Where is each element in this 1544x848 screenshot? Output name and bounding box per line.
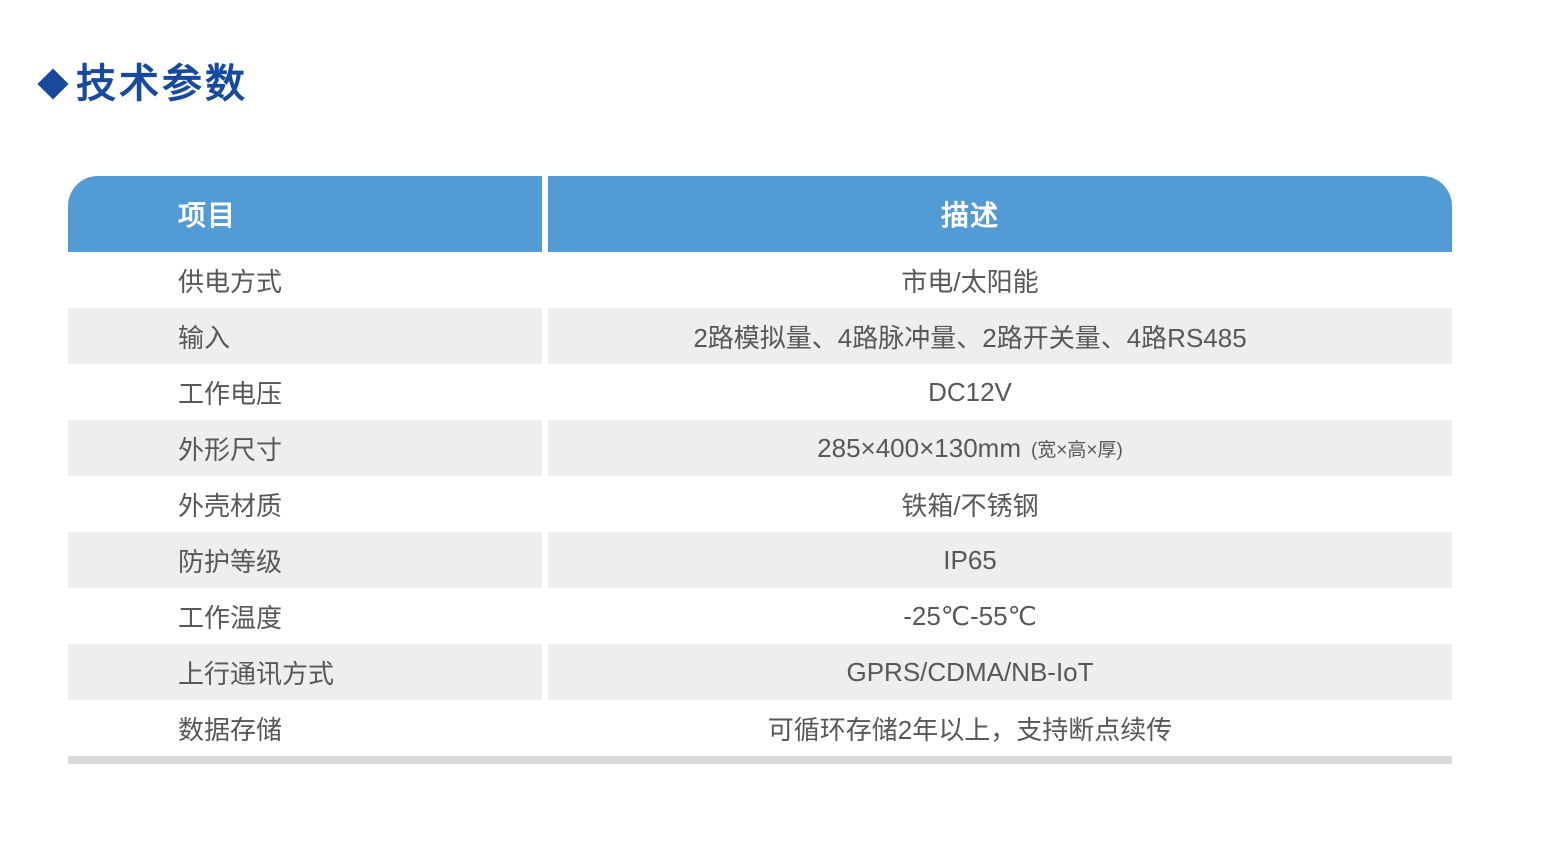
table-row: 工作电压 DC12V bbox=[68, 364, 1452, 420]
column-divider bbox=[542, 700, 548, 756]
spec-value: 285×400×130mm (宽×高×厚) bbox=[548, 420, 1452, 476]
table-row: 外形尺寸 285×400×130mm (宽×高×厚) bbox=[68, 420, 1452, 476]
column-divider bbox=[542, 476, 548, 532]
column-divider bbox=[542, 420, 548, 476]
spec-label: 工作电压 bbox=[68, 364, 542, 420]
spec-value: 2路模拟量、4路脉冲量、2路开关量、4路RS485 bbox=[548, 308, 1452, 364]
column-header-item: 项目 bbox=[68, 176, 542, 252]
spec-label: 防护等级 bbox=[68, 532, 542, 588]
title-section: 技术参数 bbox=[37, 62, 248, 106]
table-row: 外壳材质 铁箱/不锈钢 bbox=[68, 476, 1452, 532]
column-divider bbox=[542, 176, 548, 252]
spec-label: 输入 bbox=[68, 308, 542, 364]
table-row: 输入 2路模拟量、4路脉冲量、2路开关量、4路RS485 bbox=[68, 308, 1452, 364]
table-row: 供电方式 市电/太阳能 bbox=[68, 252, 1452, 308]
spec-label: 数据存储 bbox=[68, 700, 542, 756]
table-row: 防护等级 IP65 bbox=[68, 532, 1452, 588]
spec-value: -25℃-55℃ bbox=[548, 588, 1452, 644]
spec-value-text: DC12V bbox=[928, 376, 1012, 407]
spec-value-text: GPRS/CDMA/NB-IoT bbox=[846, 656, 1094, 687]
spec-value-text: 市电/太阳能 bbox=[901, 266, 1039, 297]
column-header-description: 描述 bbox=[548, 176, 1452, 252]
spec-value: IP65 bbox=[548, 532, 1452, 588]
column-divider bbox=[542, 532, 548, 588]
column-divider bbox=[542, 308, 548, 364]
spec-value-note: (宽×高×厚) bbox=[1030, 439, 1123, 461]
specs-table: 项目 描述 供电方式 市电/太阳能 输入 2路模拟量、4路脉冲量、2路开关量、4… bbox=[68, 176, 1452, 764]
spec-value-text: 285×400×130mm bbox=[817, 432, 1021, 463]
spec-value-text: 铁箱/不锈钢 bbox=[901, 490, 1039, 521]
spec-label: 供电方式 bbox=[68, 252, 542, 308]
spec-value: GPRS/CDMA/NB-IoT bbox=[548, 644, 1452, 700]
page-title: 技术参数 bbox=[76, 62, 248, 106]
spec-label: 外形尺寸 bbox=[68, 420, 542, 476]
column-divider bbox=[542, 644, 548, 700]
column-divider bbox=[542, 588, 548, 644]
table-header-row: 项目 描述 bbox=[68, 176, 1452, 252]
table-row: 数据存储 可循环存储2年以上，支持断点续传 bbox=[68, 700, 1452, 756]
spec-value: 可循环存储2年以上，支持断点续传 bbox=[548, 700, 1452, 756]
spec-value-text: IP65 bbox=[943, 544, 997, 575]
column-divider bbox=[542, 364, 548, 420]
spec-value: 市电/太阳能 bbox=[548, 252, 1452, 308]
spec-value-text: 可循环存储2年以上，支持断点续传 bbox=[767, 714, 1173, 745]
column-divider bbox=[542, 252, 548, 308]
spec-value-text: 2路模拟量、4路脉冲量、2路开关量、4路RS485 bbox=[693, 322, 1247, 353]
table-row: 工作温度 -25℃-55℃ bbox=[68, 588, 1452, 644]
spec-label: 外壳材质 bbox=[68, 476, 542, 532]
spec-value: 铁箱/不锈钢 bbox=[548, 476, 1452, 532]
spec-label: 上行通讯方式 bbox=[68, 644, 542, 700]
diamond-icon bbox=[37, 68, 69, 100]
table-bottom-border bbox=[68, 756, 1452, 764]
spec-label: 工作温度 bbox=[68, 588, 542, 644]
table-row: 上行通讯方式 GPRS/CDMA/NB-IoT bbox=[68, 644, 1452, 700]
spec-value: DC12V bbox=[548, 364, 1452, 420]
spec-value-text: -25℃-55℃ bbox=[903, 600, 1037, 631]
